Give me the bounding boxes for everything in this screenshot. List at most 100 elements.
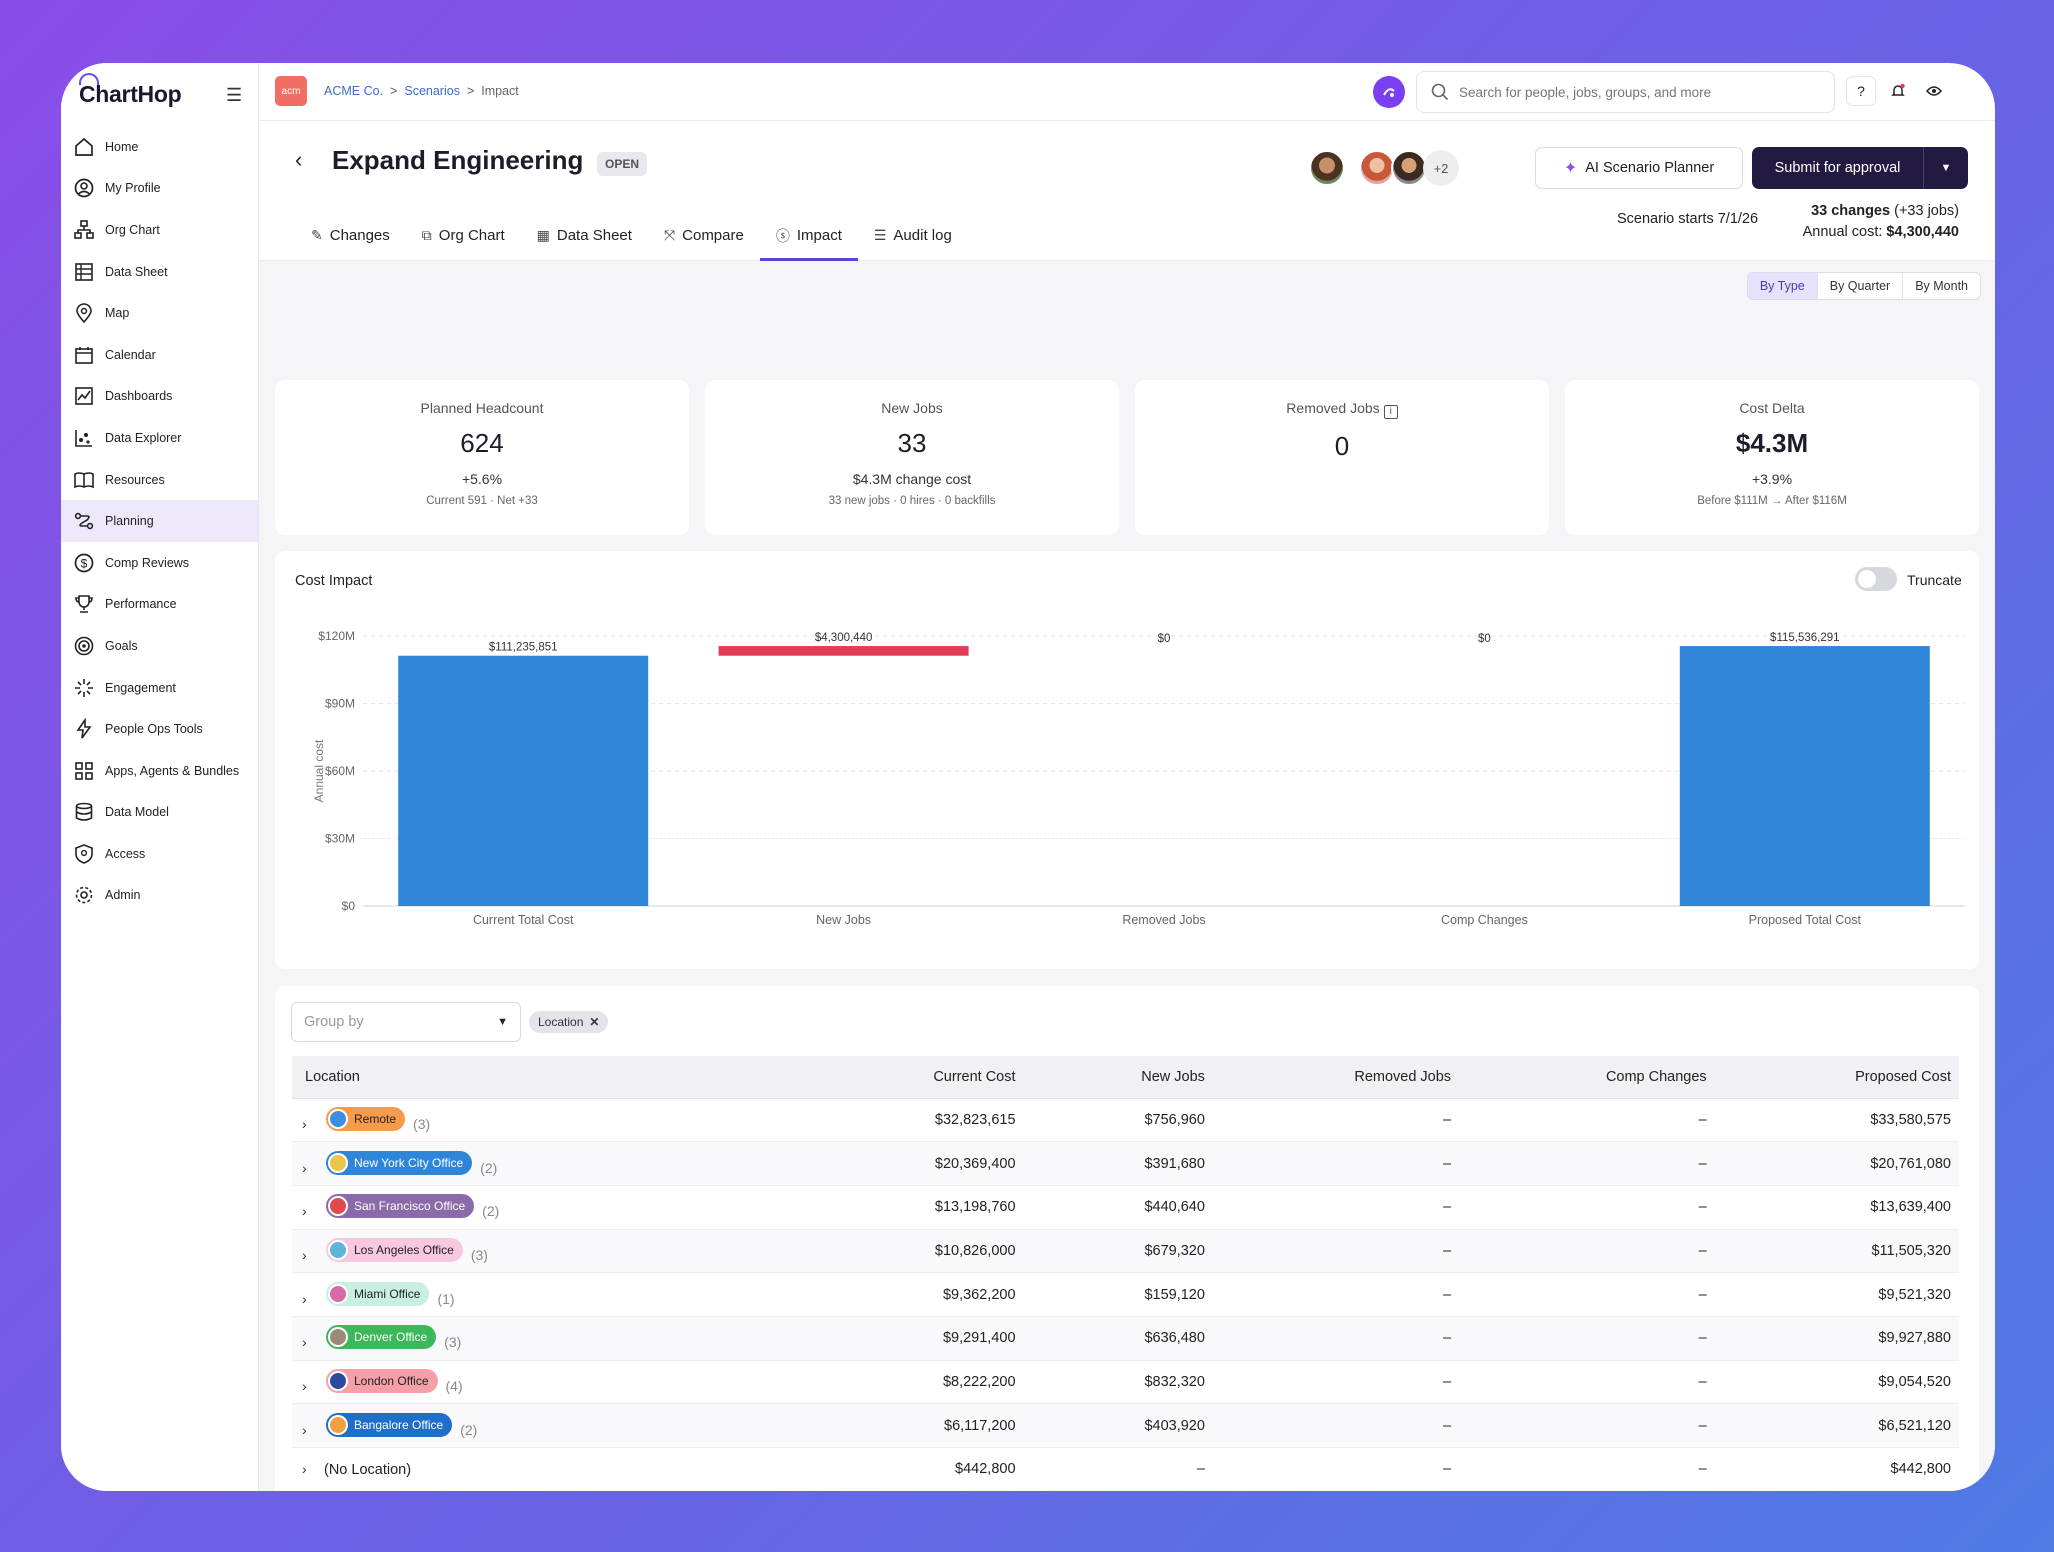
trophy-icon <box>73 593 95 615</box>
collapse-sidebar-icon[interactable]: ☰ <box>226 85 243 105</box>
sidebar-item-comp-reviews[interactable]: $ Comp Reviews <box>61 542 258 584</box>
chevron-right-icon[interactable]: › <box>302 1421 307 1438</box>
tab-impact[interactable]: ⓢ Impact <box>759 213 858 261</box>
sidebar-item-goals[interactable]: Goals <box>61 625 258 667</box>
collaborator-avatar[interactable] <box>1359 150 1395 186</box>
location-tag[interactable]: Bangalore Office <box>326 1412 453 1437</box>
table-row[interactable]: › Los Angeles Office (3) $10,826,000 $679,32… <box>292 1229 1959 1274</box>
table-row[interactable]: › Bangalore Office (2) $6,117,200 $403,920– –… <box>292 1403 1959 1448</box>
sidebar-item-map[interactable]: Map <box>61 292 258 334</box>
sidebar-item-data-model[interactable]: Data Model <box>61 792 258 834</box>
location-tag[interactable]: Denver Office <box>326 1325 437 1350</box>
sidebar-item-label: Map <box>105 306 130 321</box>
tab-data-sheet[interactable]: ▦ Data Sheet <box>521 213 648 261</box>
info-icon[interactable]: i <box>1383 405 1398 419</box>
data-explorer-icon <box>73 427 95 449</box>
ai-assistant-icon[interactable] <box>1373 76 1405 108</box>
view-by-month[interactable]: By Month <box>1902 273 1980 299</box>
sidebar-item-performance[interactable]: Performance <box>61 584 258 626</box>
table-row[interactable]: › Denver Office (3) $9,291,400 $636,480– – $9,… <box>292 1316 1959 1361</box>
status-badge: OPEN <box>597 152 648 176</box>
column-header-comp-changes[interactable]: Comp Changes <box>1459 1056 1715 1099</box>
column-header-current-cost[interactable]: Current Cost <box>798 1056 1024 1099</box>
sidebar-item-label: Dashboards <box>105 389 173 404</box>
location-flag-icon <box>328 1152 348 1173</box>
sidebar-item-home[interactable]: Home <box>61 126 258 168</box>
company-logo[interactable]: acm <box>275 76 307 106</box>
collaborator-avatar[interactable] <box>1391 150 1427 186</box>
tab-compare[interactable]: ⤧ Compare <box>648 213 760 261</box>
column-header-proposed-cost[interactable]: Proposed Cost <box>1714 1056 1959 1099</box>
scenario-tabs: ✎ Changes ⧉ Org Chart ▦ Data Sheet ⤧ Compare ⓢ Im… <box>295 213 968 261</box>
group-by-select[interactable]: Group by ▼ <box>291 1002 521 1042</box>
chevron-right-icon[interactable]: › <box>302 1460 307 1477</box>
truncate-toggle[interactable] <box>1855 567 1897 591</box>
help-button[interactable]: ? <box>1846 76 1876 106</box>
view-by-type[interactable]: By Type <box>1747 273 1817 299</box>
bell-icon[interactable] <box>1883 76 1913 106</box>
map-pin-icon <box>73 302 95 324</box>
sidebar-item-admin[interactable]: Admin <box>61 875 258 917</box>
chevron-right-icon[interactable]: › <box>302 1290 307 1307</box>
sidebar-item-resources[interactable]: Resources <box>61 459 258 501</box>
location-tag[interactable]: Miami Office <box>326 1281 430 1306</box>
table-row[interactable]: › Remote (3) $32,823,615 $756,960– – $33,580,5… <box>292 1098 1959 1143</box>
chevron-down-icon[interactable]: ▼ <box>1940 162 1952 174</box>
sidebar-item-apps-agents-bundles[interactable]: Apps, Agents & Bundles <box>61 750 258 792</box>
sidebar-item-calendar[interactable]: Calendar <box>61 334 258 376</box>
location-tag[interactable]: Remote <box>326 1106 406 1131</box>
sidebar-item-access[interactable]: Access <box>61 833 258 875</box>
location-tag[interactable]: Los Angeles Office <box>326 1237 463 1262</box>
chevron-right-icon[interactable]: › <box>302 1203 307 1220</box>
table-row[interactable]: › New York City Office (2) $20,369,400 $391,… <box>292 1141 1959 1186</box>
metric-card: Removed Jobs i 0 <box>1135 380 1549 535</box>
table-row[interactable]: › San Francisco Office (2) $13,198,760 $440,… <box>292 1185 1959 1230</box>
view-by-quarter[interactable]: By Quarter <box>1816 273 1902 299</box>
submit-for-approval-button[interactable]: Submit for approval ▼ <box>1752 147 1968 189</box>
breadcrumb-company[interactable]: ACME Co. <box>324 84 384 98</box>
ai-scenario-planner-button[interactable]: ✦ AI Scenario Planner <box>1535 147 1743 189</box>
chevron-right-icon[interactable]: › <box>302 1246 307 1263</box>
sidebar-item-data-explorer[interactable]: Data Explorer <box>61 417 258 459</box>
metric-detail: Before $111M → After $116M <box>1697 495 1847 507</box>
table-row[interactable]: › Miami Office (1) $9,362,200 $159,120– – $9,5… <box>292 1272 1959 1317</box>
table-row[interactable]: › London Office (4) $8,222,200 $832,320– – $9,… <box>292 1360 1959 1405</box>
eye-icon[interactable] <box>1919 76 1949 106</box>
tab-audit-log[interactable]: ☰ Audit log <box>858 213 968 261</box>
tab-org-chart[interactable]: ⧉ Org Chart <box>406 213 521 261</box>
location-tag[interactable]: San Francisco Office <box>326 1194 475 1219</box>
chevron-right-icon[interactable]: › <box>302 1377 307 1394</box>
sidebar-item-people-ops-tools[interactable]: People Ops Tools <box>61 708 258 750</box>
chevron-right-icon[interactable]: › <box>302 1115 307 1132</box>
table-row[interactable]: › (No Location) $442,800– – – $442,800 <box>292 1447 1959 1491</box>
tab-changes[interactable]: ✎ Changes <box>295 213 406 261</box>
search-box[interactable] <box>1416 71 1835 113</box>
sidebar-item-my-profile[interactable]: My Profile <box>61 168 258 210</box>
more-collaborators[interactable]: +2 <box>1423 150 1459 186</box>
chevron-right-icon[interactable]: › <box>302 1159 307 1176</box>
column-header-new-jobs[interactable]: New Jobs <box>1023 1056 1213 1099</box>
submit-label[interactable]: Submit for approval <box>1752 147 1924 189</box>
sidebar-item-dashboards[interactable]: Dashboards <box>61 376 258 418</box>
column-header-removed-jobs[interactable]: Removed Jobs <box>1212 1056 1460 1099</box>
location-name: London Office <box>354 1373 429 1388</box>
column-header-location[interactable]: Location <box>292 1056 799 1099</box>
chevron-right-icon[interactable]: › <box>302 1334 307 1351</box>
sidebar-item-label: Home <box>105 139 139 154</box>
sidebar-item-engagement[interactable]: Engagement <box>61 667 258 709</box>
location-name: Bangalore Office <box>354 1417 444 1432</box>
location-tag[interactable]: New York City Office <box>326 1150 473 1175</box>
sidebar-item-org-chart[interactable]: Org Chart <box>61 209 258 251</box>
back-arrow-icon[interactable]: ‹ <box>295 147 303 172</box>
search-input[interactable] <box>1459 84 1809 100</box>
location-filter-chip[interactable]: Location ✕ <box>529 1011 609 1033</box>
close-icon[interactable]: ✕ <box>589 1015 600 1029</box>
owner-avatar[interactable] <box>1309 150 1345 186</box>
sidebar-item-planning[interactable]: Planning <box>61 500 258 542</box>
charthop-logo[interactable]: ChartHop <box>79 73 182 108</box>
location-tag[interactable]: London Office <box>326 1368 438 1393</box>
cost-impact-chart: $0 $30M $60M $90M $120M Annual cost $111,235,8… <box>312 629 1965 927</box>
breadcrumb-scenarios[interactable]: Scenarios <box>404 84 460 98</box>
sidebar-item-data-sheet[interactable]: Data Sheet <box>61 251 258 293</box>
location-name: Denver Office <box>354 1330 428 1345</box>
